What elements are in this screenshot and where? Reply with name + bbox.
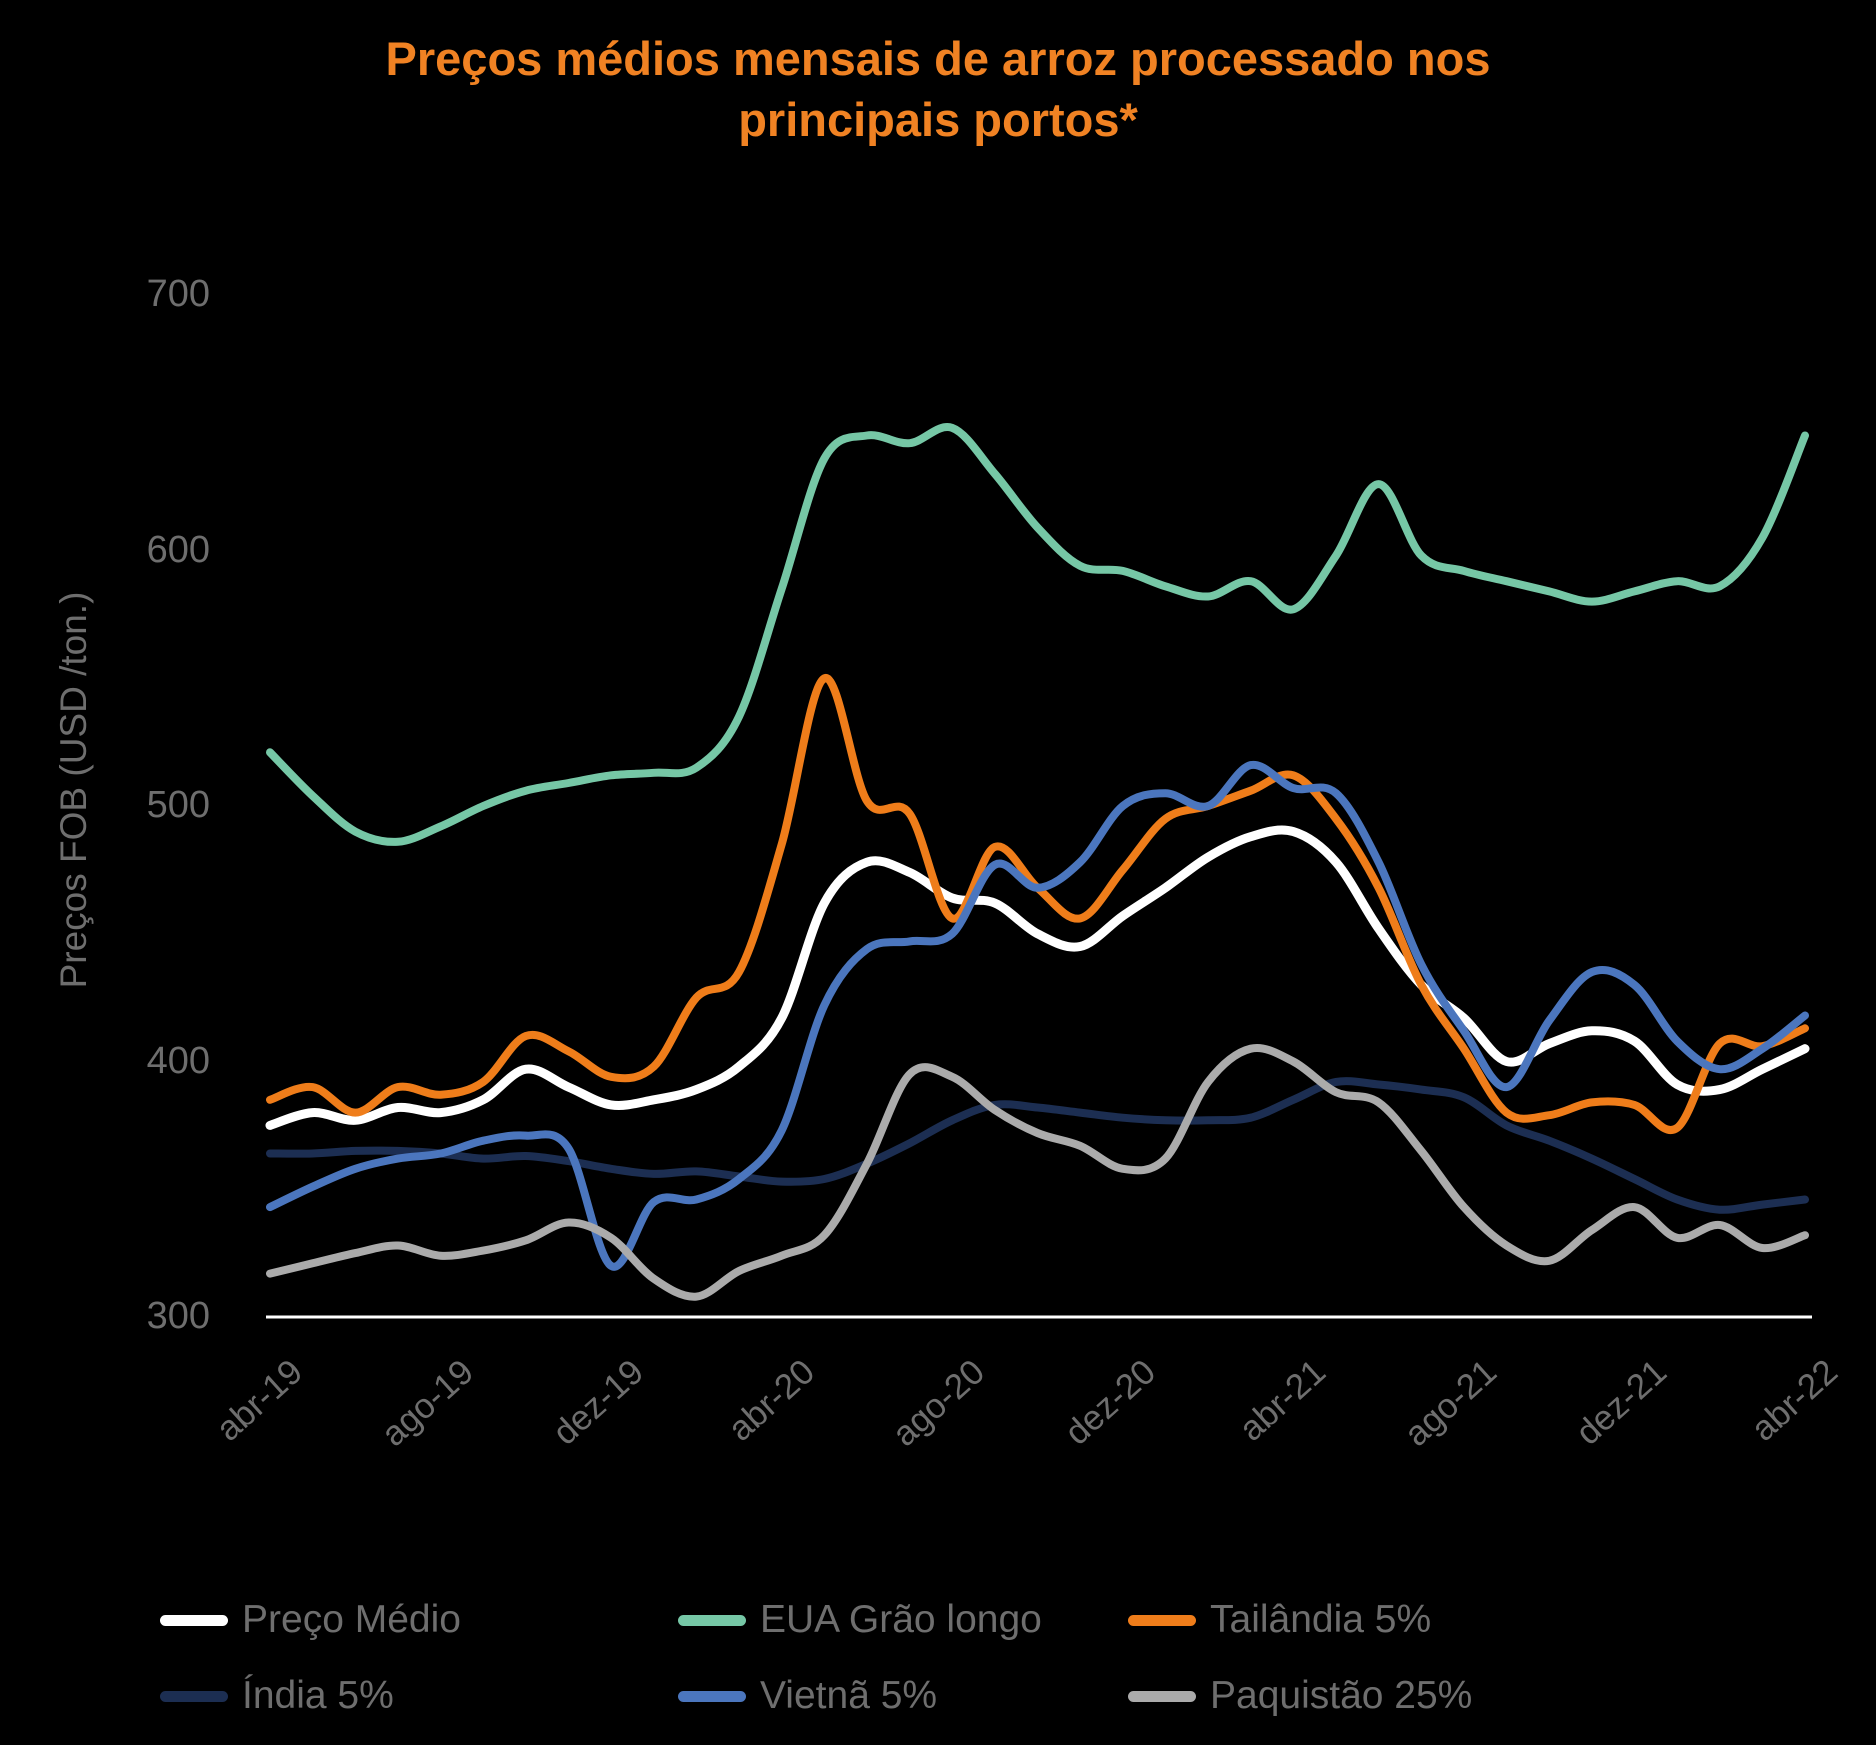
- y-tick-label-400: 400: [146, 1039, 210, 1082]
- legend-label-tailandia-5: Tailândia 5%: [1210, 1598, 1432, 1641]
- legend-swatch-tailandia-5: [1128, 1614, 1196, 1626]
- y-tick-label-300: 300: [146, 1295, 210, 1337]
- series-line-paquistao-25: [266, 1043, 1809, 1301]
- series-line-vietna-5: [266, 761, 1809, 1271]
- series-line-tailandia-5: [266, 674, 1809, 1134]
- y-tick-label-500: 500: [146, 784, 210, 826]
- legend-swatch-preco-medio: [160, 1614, 228, 1626]
- legend-label-paquistao-25: Paquistão 25%: [1210, 1674, 1473, 1717]
- legend-swatch-india-5: [160, 1690, 228, 1702]
- legend-item-preco-medio: Preço Médio: [160, 1598, 461, 1642]
- chart-title: Preços médios mensais de arroz processad…: [385, 32, 1491, 147]
- legend-item-paquistao-25: Paquistão 25%: [1128, 1674, 1472, 1718]
- legend-swatch-vietna-5: [678, 1690, 746, 1702]
- legend-label-vietna-5: Vietnã 5%: [760, 1674, 938, 1717]
- legend-label-preco-medio: Preço Médio: [242, 1598, 461, 1641]
- legend-swatch-paquistao-25: [1128, 1690, 1196, 1702]
- y-tick-label-600: 600: [146, 528, 210, 571]
- y-tick-label-700: 700: [146, 273, 210, 315]
- legend-swatch-eua-grao-longo: [678, 1614, 746, 1626]
- series-line-india-5: [266, 1077, 1809, 1214]
- legend-item-eua-grao-longo: EUA Grão longo: [678, 1598, 1042, 1642]
- series-line-eua-grao-longo: [266, 423, 1809, 846]
- legend-item-india-5: Índia 5%: [160, 1674, 394, 1718]
- legend-item-vietna-5: Vietnã 5%: [678, 1674, 937, 1718]
- legend-label-eua-grao-longo: EUA Grão longo: [760, 1598, 1042, 1641]
- legend-item-tailandia-5: Tailândia 5%: [1128, 1598, 1431, 1642]
- legend-label-india-5: Índia 5%: [242, 1674, 394, 1717]
- series-line-preco-medio: [265, 825, 1810, 1130]
